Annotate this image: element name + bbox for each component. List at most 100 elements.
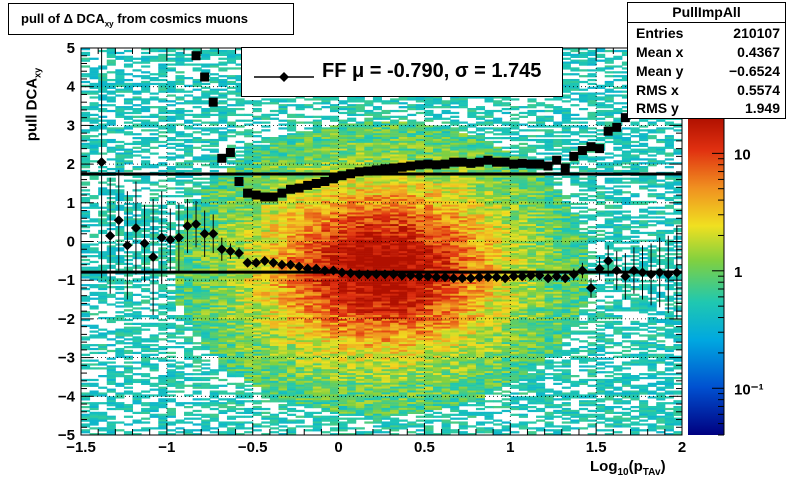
stats-box: PullImpAll Entries 210107 Mean x 0.4367 Me… <box>627 2 786 119</box>
mean-point <box>208 228 219 239</box>
mean-point <box>585 282 596 293</box>
rms-point <box>406 161 416 171</box>
mean-point <box>113 215 124 226</box>
mean-point <box>620 271 631 282</box>
mean-point <box>457 273 468 284</box>
rms-point <box>492 157 502 167</box>
mean-point <box>302 263 313 274</box>
mean-point <box>191 219 202 230</box>
y-tick-label: 1 <box>67 195 75 212</box>
mean-point <box>285 259 296 270</box>
rms-point <box>191 51 201 61</box>
y-axis: −5 −4 −3 −2 −1 0 1 2 3 4 5 <box>58 40 682 444</box>
rms-point <box>243 188 253 198</box>
rms-point <box>620 113 630 123</box>
rms-point <box>354 167 364 177</box>
rms-point <box>552 155 562 165</box>
z-tick-label: 10⁻¹ <box>734 381 764 398</box>
rms-point <box>320 177 330 187</box>
rms-point <box>200 72 210 82</box>
mean-point <box>551 271 562 282</box>
heatmap-cells <box>81 48 682 435</box>
mean-point <box>156 232 167 243</box>
rms-point <box>277 188 287 198</box>
rms-point <box>414 160 424 170</box>
mean-point <box>474 272 485 283</box>
mean-point <box>276 259 287 270</box>
rms-point <box>303 180 313 190</box>
rms-point <box>612 122 622 132</box>
title-box: pull of Δ DCAxy from cosmics muons <box>8 3 294 35</box>
legend-marker <box>254 72 314 82</box>
mean-point <box>500 273 511 284</box>
mean-point <box>663 269 674 280</box>
rms-point <box>251 190 261 200</box>
rms-point <box>337 171 347 181</box>
rms-point <box>217 153 227 163</box>
rms-point <box>440 159 450 169</box>
mean-point <box>182 221 193 232</box>
y-axis-title: pull DCAxy <box>23 67 43 142</box>
mean-point <box>534 270 545 281</box>
rms-point <box>285 184 295 194</box>
mean-point <box>268 257 279 268</box>
mean-point <box>371 269 382 280</box>
mean-point <box>654 267 665 278</box>
x-tick-label: 0 <box>334 439 342 456</box>
mean-point <box>448 273 459 284</box>
x-axis-title: Log10(pTAv) <box>590 458 666 478</box>
x-tick-label: 0.5 <box>414 439 435 456</box>
z-tick-label: 1 <box>734 264 742 281</box>
mean-point <box>345 268 356 279</box>
mean-point <box>482 272 493 283</box>
mean-point <box>122 240 133 251</box>
x-tick-label: −1 <box>158 439 175 456</box>
mean-point <box>337 267 348 278</box>
rms-point <box>423 159 433 169</box>
rms-point <box>208 97 218 107</box>
stats-title: PullImpAll <box>628 4 785 23</box>
mean-point <box>139 238 150 249</box>
rms-point <box>569 151 579 161</box>
mean-point <box>568 269 579 280</box>
mean-point <box>130 222 141 233</box>
mean-point <box>422 271 433 282</box>
mean-point <box>440 272 451 283</box>
rms-point <box>543 161 553 171</box>
rms-point <box>371 165 381 175</box>
mean-point <box>328 265 339 276</box>
rms-point <box>560 163 570 173</box>
mean-point <box>543 273 554 284</box>
mean-point <box>637 267 648 278</box>
mean-point <box>251 257 262 268</box>
mean-point <box>431 272 442 283</box>
y-tick-label: 4 <box>67 79 76 96</box>
mean-point <box>225 246 236 257</box>
y-tick-label: −1 <box>58 272 75 289</box>
y-tick-label: −2 <box>58 311 75 328</box>
mean-point <box>560 273 571 284</box>
x-axis: −1.5 −1 −0.5 0 0.5 1 1.5 2 <box>66 48 686 456</box>
gridlines <box>81 48 682 435</box>
legend: FF μ = -0.790, σ = 1.745 <box>241 47 563 97</box>
x-tick-label: 1.5 <box>586 439 607 456</box>
rms-point <box>311 178 321 188</box>
legend-label: FF μ = -0.790, σ = 1.745 <box>322 60 542 82</box>
rms-point <box>474 157 484 167</box>
mean-point <box>577 265 588 276</box>
rms-point <box>466 158 476 168</box>
rms-point <box>509 159 519 169</box>
x-tick-label: 2 <box>678 439 686 456</box>
y-tick-label: −5 <box>58 427 75 444</box>
mean-point <box>148 251 159 262</box>
y-tick-label: 3 <box>67 117 75 134</box>
rms-point <box>346 169 356 179</box>
profile-series <box>96 48 682 319</box>
mean-point <box>517 271 528 282</box>
y-tick-label: −3 <box>58 350 75 367</box>
x-tick-label: 1 <box>506 439 514 456</box>
mean-point <box>96 157 107 168</box>
z-tick-label: 10 <box>734 146 751 163</box>
y-tick-label: −4 <box>58 388 76 405</box>
